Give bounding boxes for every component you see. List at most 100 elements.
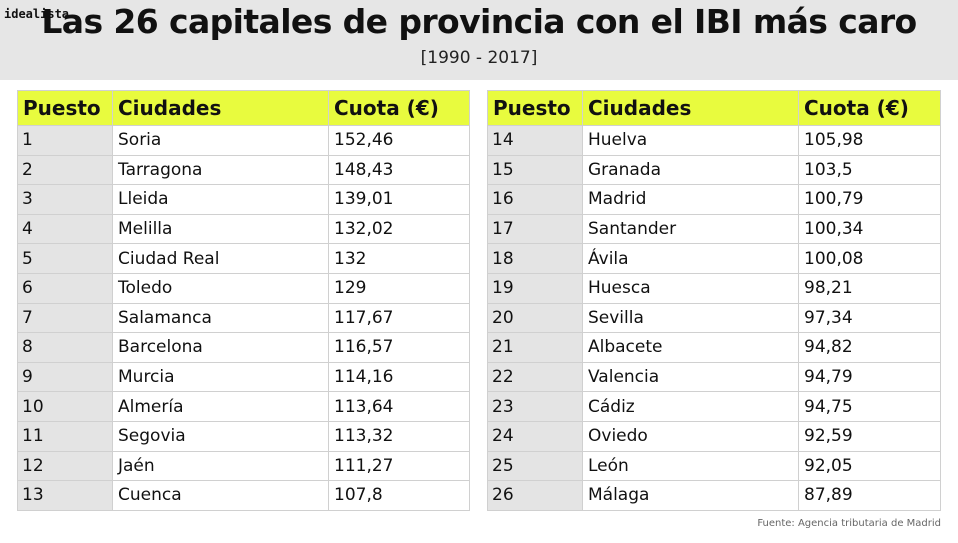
table-row: 20 Sevilla 97,34	[487, 302, 941, 334]
cuota-cell: 132	[328, 243, 470, 274]
table-row: 3 Lleida 139,01	[17, 184, 470, 215]
cuota-cell: 87,89	[798, 480, 941, 511]
header-ciudades: Ciudades	[582, 90, 799, 126]
cuota-cell: 111,27	[328, 450, 470, 482]
rank-cell: 8	[17, 332, 113, 363]
rank-cell: 2	[17, 154, 113, 186]
city-cell: Salamanca	[112, 302, 329, 334]
city-cell: Tarragona	[112, 154, 329, 186]
table-row: 7 Salamanca 117,67	[17, 302, 470, 334]
city-cell: Oviedo	[582, 420, 799, 452]
table-row: 26 Málaga 87,89	[487, 480, 941, 511]
city-cell: Sevilla	[582, 302, 799, 334]
table-row: 23 Cádiz 94,75	[487, 391, 941, 422]
cuota-cell: 107,8	[328, 480, 470, 511]
table-row: 12 Jaén 111,27	[17, 450, 470, 482]
cuota-cell: 103,5	[798, 154, 941, 186]
rank-cell: 18	[487, 243, 583, 274]
cuota-cell: 152,46	[328, 125, 470, 156]
city-cell: Ciudad Real	[112, 243, 329, 274]
table-row: 9 Murcia 114,16	[17, 361, 470, 393]
cuota-cell: 114,16	[328, 361, 470, 393]
rank-cell: 25	[487, 450, 583, 482]
city-cell: Málaga	[582, 480, 799, 511]
rank-cell: 13	[17, 480, 113, 511]
cuota-cell: 116,57	[328, 332, 470, 363]
rank-cell: 1	[17, 125, 113, 156]
table-row: 1 Soria 152,46	[17, 125, 470, 156]
rank-cell: 26	[487, 480, 583, 511]
header-ciudades: Ciudades	[112, 90, 329, 126]
table-row: 22 Valencia 94,79	[487, 361, 941, 393]
cuota-cell: 132,02	[328, 213, 470, 245]
table-row: 13 Cuenca 107,8	[17, 480, 470, 511]
city-cell: Huesca	[582, 272, 799, 304]
cuota-cell: 117,67	[328, 302, 470, 334]
table-row: 14 Huelva 105,98	[487, 125, 941, 156]
city-cell: León	[582, 450, 799, 482]
table-row: 17 Santander 100,34	[487, 213, 941, 245]
city-cell: Jaén	[112, 450, 329, 482]
table-row: 8 Barcelona 116,57	[17, 332, 470, 363]
table-row: 24 Oviedo 92,59	[487, 420, 941, 452]
table-row: 16 Madrid 100,79	[487, 184, 941, 215]
table-row: 19 Huesca 98,21	[487, 272, 941, 304]
table-row: 25 León 92,05	[487, 450, 941, 482]
rank-cell: 11	[17, 420, 113, 452]
cuota-cell: 92,59	[798, 420, 941, 452]
ranking-table-left: Puesto Ciudades Cuota (€) 1 Soria 152,46 2 T…	[17, 90, 470, 511]
table-row: 18 Ávila 100,08	[487, 243, 941, 274]
cuota-cell: 129	[328, 272, 470, 304]
table-row: 2 Tarragona 148,43	[17, 154, 470, 186]
rank-cell: 17	[487, 213, 583, 245]
table-row: 21 Albacete 94,82	[487, 332, 941, 363]
rank-cell: 20	[487, 302, 583, 334]
ranking-table-right-body: 14 Huelva 105,98 15 Granada 103,5 16 Madrid 100,…	[487, 125, 941, 511]
cuota-cell: 97,34	[798, 302, 941, 334]
ranking-table-right: Puesto Ciudades Cuota (€) 14 Huelva 105,98…	[487, 90, 941, 511]
ranking-table-left-body: 1 Soria 152,46 2 Tarragona 148,43 3 Lleida 139,0…	[17, 125, 470, 511]
page-subtitle: [1990 - 2017]	[420, 48, 538, 68]
cuota-cell: 100,08	[798, 243, 941, 274]
rank-cell: 16	[487, 184, 583, 215]
city-cell: Madrid	[582, 184, 799, 215]
rank-cell: 4	[17, 213, 113, 245]
table-header-row: Puesto Ciudades Cuota (€)	[487, 90, 941, 126]
table-row: 5 Ciudad Real 132	[17, 243, 470, 274]
brand-logo: idealista	[4, 7, 70, 21]
cuota-cell: 148,43	[328, 154, 470, 186]
title-band: idealista Las 26 capitales de provincia …	[0, 0, 958, 80]
rank-cell: 12	[17, 450, 113, 482]
city-cell: Murcia	[112, 361, 329, 393]
city-cell: Melilla	[112, 213, 329, 245]
rank-cell: 7	[17, 302, 113, 334]
rank-cell: 24	[487, 420, 583, 452]
cuota-cell: 92,05	[798, 450, 941, 482]
cuota-cell: 100,79	[798, 184, 941, 215]
cuota-cell: 94,82	[798, 332, 941, 363]
cuota-cell: 94,75	[798, 391, 941, 422]
table-header-row: Puesto Ciudades Cuota (€)	[17, 90, 470, 126]
city-cell: Soria	[112, 125, 329, 156]
city-cell: Toledo	[112, 272, 329, 304]
table-row: 15 Granada 103,5	[487, 154, 941, 186]
rank-cell: 19	[487, 272, 583, 304]
city-cell: Valencia	[582, 361, 799, 393]
cuota-cell: 98,21	[798, 272, 941, 304]
table-row: 11 Segovia 113,32	[17, 420, 470, 452]
city-cell: Santander	[582, 213, 799, 245]
city-cell: Almería	[112, 391, 329, 422]
page-title: Las 26 capitales de provincia con el IBI…	[41, 2, 917, 41]
header-puesto: Puesto	[487, 90, 583, 126]
city-cell: Cádiz	[582, 391, 799, 422]
rank-cell: 3	[17, 184, 113, 215]
header-cuota: Cuota (€)	[798, 90, 941, 126]
rank-cell: 14	[487, 125, 583, 156]
city-cell: Albacete	[582, 332, 799, 363]
city-cell: Barcelona	[112, 332, 329, 363]
rank-cell: 21	[487, 332, 583, 363]
header-cuota: Cuota (€)	[328, 90, 470, 126]
cuota-cell: 139,01	[328, 184, 470, 215]
rank-cell: 9	[17, 361, 113, 393]
source-note: Fuente: Agencia tributaria de Madrid	[757, 518, 941, 529]
